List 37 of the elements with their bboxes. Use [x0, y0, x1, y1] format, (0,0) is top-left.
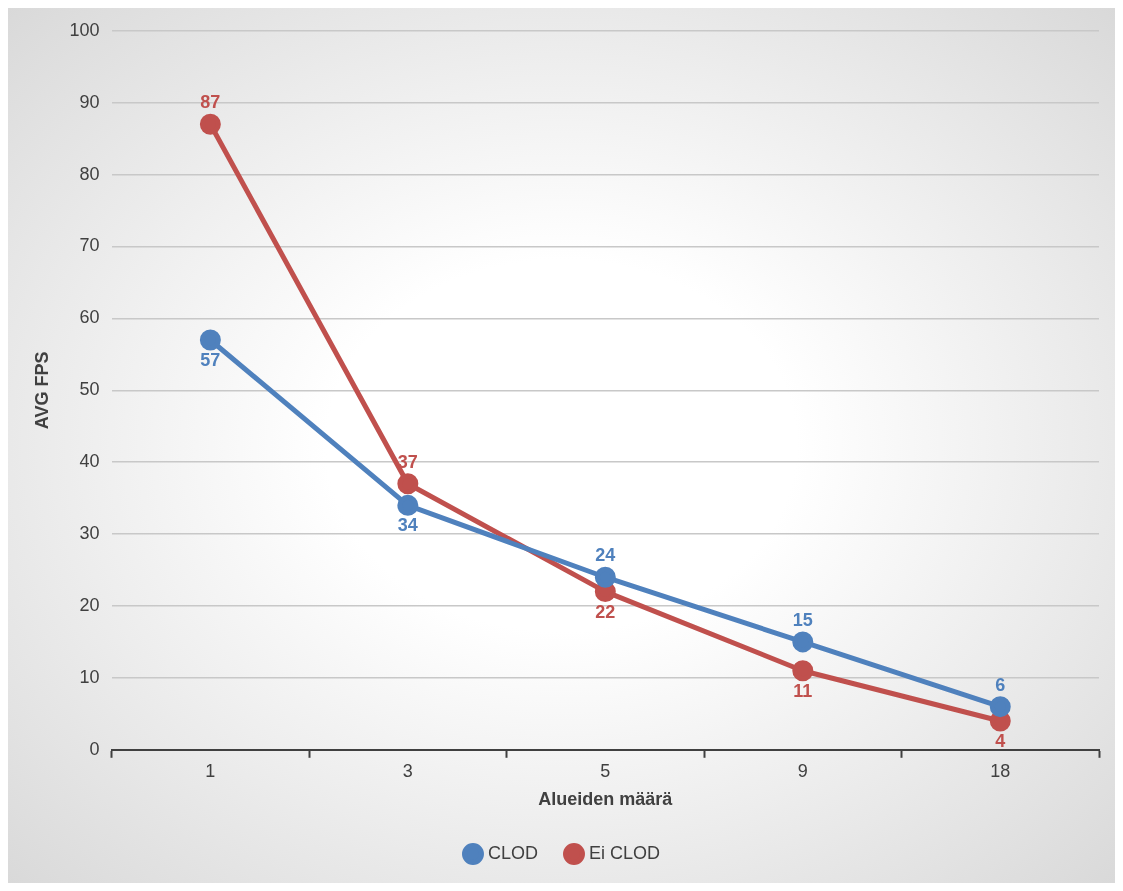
data-label: 34 [397, 515, 418, 536]
point [397, 473, 419, 495]
point [199, 113, 221, 135]
y-tick-label: 70 [79, 235, 100, 256]
data-label: 15 [792, 609, 813, 630]
y-tick-label: 10 [79, 666, 100, 687]
point [792, 660, 814, 682]
data-label: 24 [595, 545, 616, 566]
y-tick-label: 40 [79, 451, 100, 472]
y-tick-label: 100 [69, 19, 100, 40]
y-tick-label: 20 [79, 594, 100, 615]
y-tick-label: 80 [79, 163, 100, 184]
y-tick-label: 60 [79, 307, 100, 328]
data-label: 57 [200, 349, 221, 370]
legend-label: Ei CLOD [589, 842, 661, 863]
x-axis-title: Alueiden määrä [538, 789, 674, 810]
y-tick-label: 50 [79, 379, 100, 400]
y-tick-label: 30 [79, 523, 100, 544]
x-tick-label: 3 [402, 760, 413, 781]
x-tick-label: 9 [797, 760, 808, 781]
y-axis-title: AVG FPS [31, 351, 52, 430]
y-tick-label: 90 [79, 91, 100, 112]
x-tick-label: 1 [205, 760, 216, 781]
point [792, 631, 814, 653]
data-label: 4 [995, 731, 1006, 752]
point [397, 494, 419, 516]
data-label: 6 [995, 674, 1006, 695]
point [594, 566, 616, 588]
data-label: 22 [595, 601, 616, 622]
x-tick-label: 18 [990, 760, 1011, 781]
legend-label: CLOD [487, 842, 538, 863]
point [989, 696, 1011, 718]
data-label: 87 [200, 92, 221, 113]
data-label: 11 [793, 680, 813, 701]
x-tick-label: 5 [600, 760, 611, 781]
y-tick-label: 0 [89, 738, 100, 759]
point [199, 329, 221, 351]
